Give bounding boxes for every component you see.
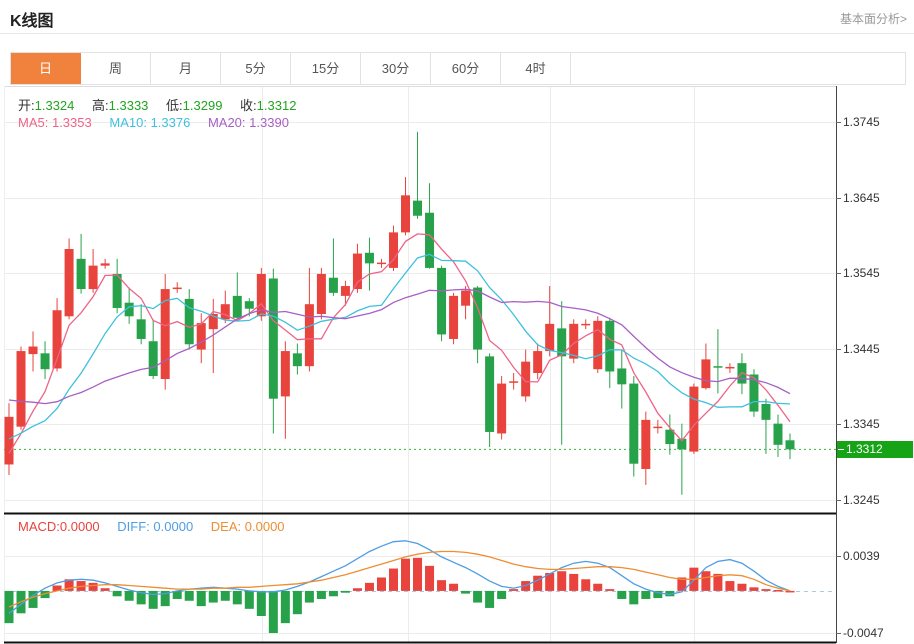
ma5-value: 1.3353 xyxy=(51,115,92,130)
price-tick-label: 1.3345 xyxy=(843,417,880,432)
low-value: 1.3299 xyxy=(182,98,223,113)
price-tick-label: 1.3645 xyxy=(843,190,880,205)
high-label: 高: xyxy=(92,98,109,113)
kline-chart[interactable] xyxy=(0,86,914,644)
price-tick-label: 1.3545 xyxy=(843,266,880,281)
kline-chart-canvas[interactable] xyxy=(0,86,914,644)
ma20-value: 1.3390 xyxy=(249,115,289,130)
dea-value: 0.0000 xyxy=(244,519,285,534)
low-label: 低: xyxy=(166,98,183,113)
close-value: 1.3312 xyxy=(256,98,297,113)
macd-readout: MACD:0.0000 DIFF: 0.0000 DEA: 0.0000 xyxy=(18,519,299,534)
fundamental-analysis-link[interactable]: 基本面分析> xyxy=(839,12,907,26)
open-label: 开: xyxy=(18,98,35,113)
price-tick-label: 1.3445 xyxy=(843,341,880,356)
diff-label: DIFF: xyxy=(117,519,150,534)
macd-tick-label: -0.0047 xyxy=(843,626,884,640)
tab-30min[interactable]: 30分 xyxy=(361,53,431,84)
tab-day[interactable]: 日 xyxy=(11,53,81,84)
ohlc-readout: 开:1.3324 高:1.3333 低:1.3299 收:1.3312 xyxy=(18,95,310,114)
close-label: 收: xyxy=(240,98,257,113)
open-value: 1.3324 xyxy=(34,98,75,113)
ma20-label: MA20: xyxy=(207,115,246,130)
ma5-label: MA5: xyxy=(18,115,49,130)
tab-week[interactable]: 周 xyxy=(81,53,151,84)
tab-60min[interactable]: 60分 xyxy=(431,53,501,84)
macd-tick-label: 0.0039 xyxy=(843,549,880,563)
diff-value: 0.0000 xyxy=(153,519,194,534)
ma-readout: MA5: 1.3353 MA10: 1.3376 MA20: 1.3390 xyxy=(18,115,303,130)
ma10-label: MA10: xyxy=(109,115,147,130)
dea-label: DEA: xyxy=(210,519,242,534)
tab-4hour[interactable]: 4时 xyxy=(501,53,571,84)
price-tick-label: 1.3745 xyxy=(843,115,880,129)
timeframe-tabbar: 日周月 5分 15分 30分 60分 4时 xyxy=(10,52,906,85)
page-title: K线图 xyxy=(10,13,54,30)
header-divider xyxy=(0,33,914,34)
tab-15min[interactable]: 15分 xyxy=(291,53,361,84)
macd-label: MACD: xyxy=(18,519,60,534)
price-tick-label: 1.3245 xyxy=(843,493,880,507)
tab-month[interactable]: 月 xyxy=(151,53,221,84)
tab-5min[interactable]: 5分 xyxy=(221,53,291,84)
current-price-badge: 1.3312 xyxy=(837,441,913,459)
ma10-value: 1.3376 xyxy=(150,115,191,130)
macd-value: 0.0000 xyxy=(59,519,100,534)
high-value: 1.3333 xyxy=(108,98,149,113)
